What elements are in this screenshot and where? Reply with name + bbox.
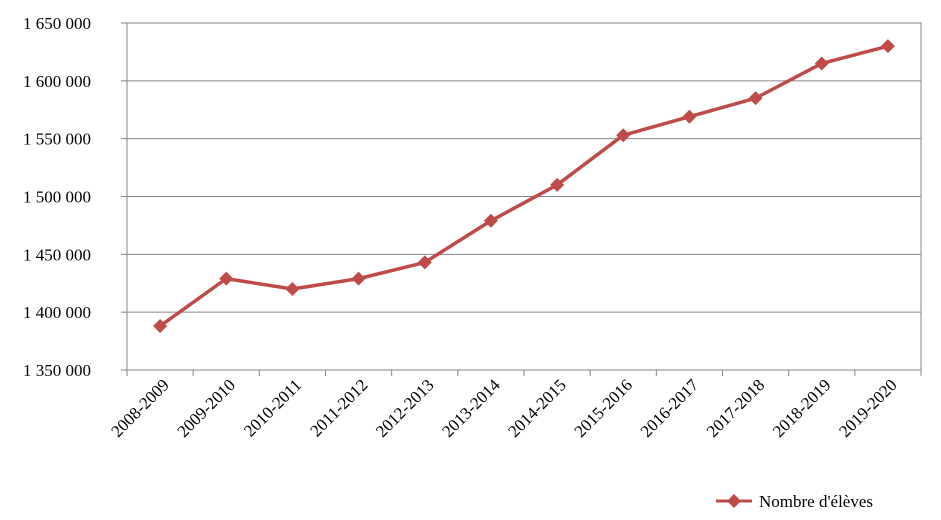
data-point-marker (219, 271, 234, 286)
y-tick-label: 1 450 000 (23, 245, 91, 264)
x-tick-label: 2018-2019 (769, 375, 835, 441)
data-point-marker (351, 271, 366, 286)
legend: Nombre d'élèves (716, 492, 873, 511)
data-point-marker (880, 39, 895, 54)
y-tick-label: 1 550 000 (23, 130, 91, 149)
x-tick-label: 2009-2010 (174, 375, 240, 441)
legend-label: Nombre d'élèves (759, 492, 873, 511)
y-tick-label: 1 600 000 (23, 72, 91, 91)
y-tick-label: 1 500 000 (23, 188, 91, 207)
data-point-marker (417, 255, 432, 270)
series-line (159, 44, 889, 328)
x-tick-label: 2011-2012 (306, 375, 371, 440)
x-tick-label: 2012-2013 (372, 375, 438, 441)
x-tick-label: 2017-2018 (703, 375, 769, 441)
x-tick-label: 2008-2009 (107, 375, 173, 441)
y-tick-label: 1 650 000 (23, 14, 91, 33)
legend-marker-swatch (727, 494, 741, 508)
x-tick-label: 2019-2020 (835, 375, 901, 441)
y-axis: 1 350 000 1 400 000 1 450 000 1 500 000 1 55… (23, 14, 127, 380)
data-point-marker (682, 109, 697, 124)
x-tick-label: 2014-2015 (504, 375, 570, 441)
x-tick-label: 2015-2016 (571, 375, 637, 441)
data-point-marker (153, 319, 168, 334)
y-tick-label: 1 350 000 (23, 361, 91, 380)
data-point-marker (616, 128, 631, 143)
series-group (153, 39, 895, 334)
data-point-marker (285, 282, 300, 297)
x-tick-label: 2016-2017 (637, 375, 703, 441)
data-point-marker (483, 213, 498, 228)
x-tick-label: 2010-2011 (240, 375, 305, 440)
data-point-marker (748, 91, 763, 106)
data-point-marker (814, 56, 829, 71)
x-axis: 2008-2009 2009-2010 2010-2011 2011-2012 2012… (107, 370, 922, 441)
data-point-marker (550, 177, 565, 192)
x-tick-label: 2013-2014 (438, 375, 504, 441)
y-tick-label: 1 400 000 (23, 303, 91, 322)
